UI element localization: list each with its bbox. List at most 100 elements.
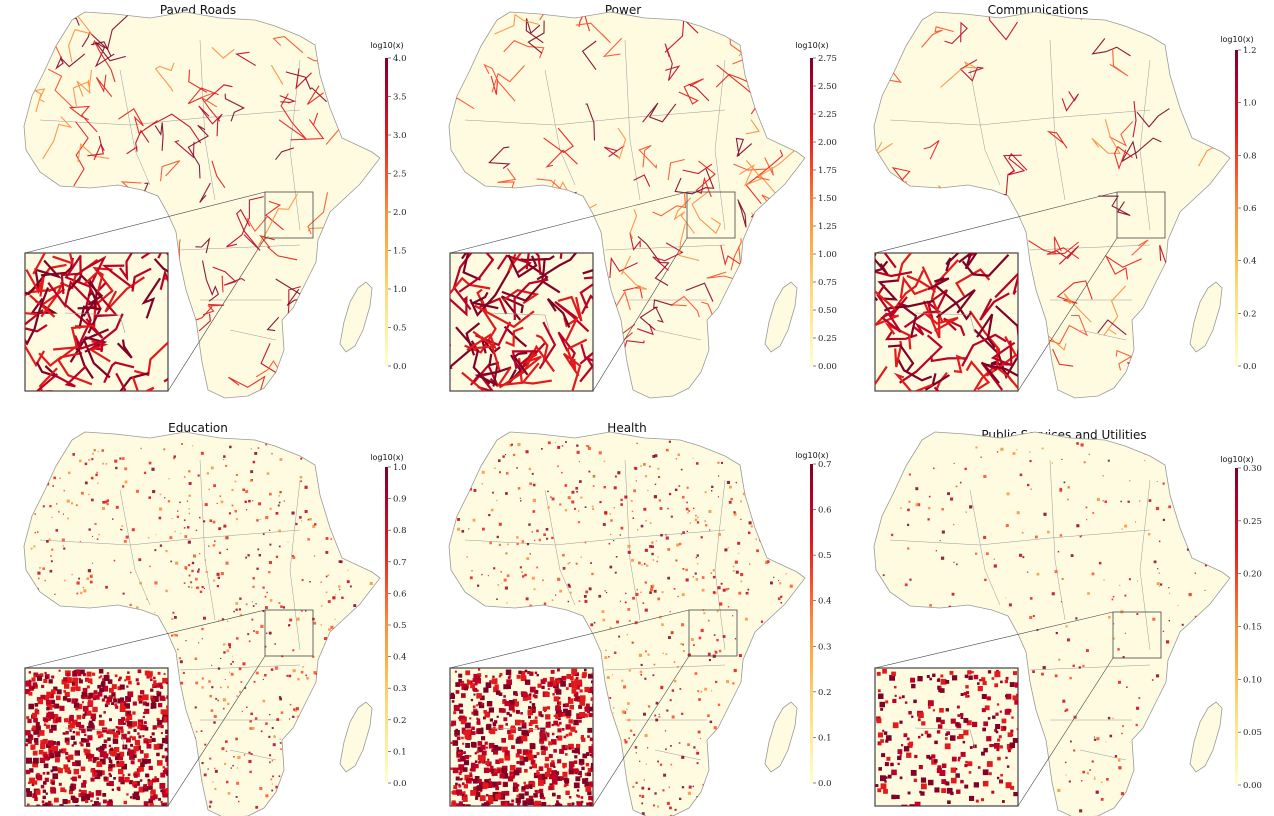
- zoom-connector: [1017, 237, 1118, 392]
- inset-feature-cell: [34, 741, 39, 745]
- feature-cell: [1035, 535, 1038, 539]
- feature-cell: [707, 714, 710, 717]
- feature-cell: [530, 642, 534, 646]
- feature-cell: [727, 606, 730, 608]
- feature-line: [940, 61, 978, 88]
- feature-cell: [624, 601, 627, 604]
- feature-cell: [647, 489, 649, 492]
- feature-cell: [171, 518, 173, 520]
- madagascar-landmass: [339, 281, 373, 353]
- feature-cell: [666, 801, 670, 805]
- feature-cell: [152, 490, 156, 494]
- inset-feature-cell: [81, 728, 86, 734]
- feature-cell: [633, 733, 636, 736]
- inset-feature-cell: [529, 766, 532, 770]
- inset-feature-cell: [72, 776, 77, 782]
- inset-feature-cell: [981, 798, 984, 802]
- inset-feature-cell: [591, 680, 593, 684]
- inset-feature-cell: [464, 733, 470, 739]
- feature-cell: [45, 635, 49, 639]
- feature-cell: [296, 617, 300, 621]
- feature-cell: [1079, 809, 1083, 813]
- country-border: [229, 749, 277, 761]
- feature-line: [739, 160, 763, 187]
- inset-feature-cell: [505, 723, 508, 726]
- feature-line: [603, 145, 625, 159]
- feature-line: [502, 389, 522, 398]
- feature-cell: [500, 611, 503, 614]
- feature-cell: [55, 529, 59, 532]
- inset-feature-cell: [568, 768, 575, 775]
- feature-cell: [154, 581, 158, 585]
- inset-feature-cell: [999, 710, 1002, 713]
- feature-cell: [482, 527, 485, 531]
- feature-cell: [175, 561, 179, 565]
- inset-feature-cell: [897, 762, 900, 765]
- feature-line: [664, 43, 681, 81]
- feature-cell: [609, 565, 613, 569]
- inset-feature-cell: [551, 732, 555, 736]
- feature-cell: [783, 554, 787, 557]
- inset-feature-cell: [541, 685, 545, 689]
- inset-feature-cell: [968, 771, 972, 774]
- inset-feature-cell: [894, 685, 897, 689]
- feature-cell: [692, 457, 694, 459]
- inset-feature-cell: [555, 713, 561, 719]
- feature-cell: [101, 449, 104, 452]
- feature-cell: [472, 632, 475, 635]
- feature-cell: [168, 478, 170, 480]
- inset-feature-cell: [463, 760, 469, 766]
- inset-feature-cell: [165, 755, 168, 761]
- inset-feature-cell: [503, 699, 506, 702]
- feature-line: [629, 232, 641, 251]
- feature-cell: [368, 746, 371, 749]
- feature-cell: [129, 603, 132, 607]
- feature-cell: [299, 476, 303, 479]
- inset-feature-cell: [166, 748, 168, 753]
- feature-line: [483, 63, 516, 102]
- feature-cell: [740, 500, 742, 503]
- feature-cell: [217, 699, 219, 702]
- feature-cell: [627, 544, 631, 548]
- inset-feature-cell: [62, 732, 65, 735]
- inset-feature-cell: [563, 735, 567, 739]
- feature-cell: [184, 566, 188, 569]
- inset-marks: [450, 253, 593, 391]
- inset-feature-cell: [483, 710, 487, 714]
- feature-cell: [214, 769, 218, 773]
- feature-cell: [1012, 452, 1016, 455]
- inset-feature-line: [525, 253, 542, 276]
- inset-feature-cell: [488, 784, 493, 788]
- feature-cell: [253, 680, 256, 683]
- feature-cell: [748, 444, 750, 446]
- feature-cell: [794, 656, 796, 658]
- inset-feature-cell: [1014, 699, 1018, 705]
- feature-cell: [609, 626, 612, 629]
- feature-cell: [357, 611, 359, 613]
- inset-feature-cell: [72, 680, 78, 687]
- inset-feature-line: [511, 350, 538, 370]
- inset-feature-cell: [68, 716, 74, 722]
- feature-cell: [567, 583, 571, 587]
- feature-cell: [490, 812, 494, 816]
- feature-line: [33, 88, 46, 113]
- feature-cell: [1129, 480, 1131, 482]
- feature-cell: [682, 568, 685, 570]
- inset-feature-cell: [37, 674, 41, 678]
- inset-feature-cell: [963, 730, 969, 736]
- feature-cell: [1027, 483, 1030, 487]
- feature-cell: [42, 505, 45, 508]
- inset-feature-cell: [928, 779, 934, 786]
- feature-cell: [509, 444, 513, 447]
- inset-feature-cell: [469, 774, 473, 777]
- inset-feature-cell: [166, 805, 168, 806]
- feature-cell: [208, 805, 212, 808]
- inset-feature-line: [53, 365, 87, 388]
- inset-feature-cell: [928, 706, 931, 709]
- inset-feature-cell: [524, 791, 529, 796]
- inset-feature-cell: [62, 696, 68, 701]
- feature-cell: [567, 600, 570, 603]
- inset-feature-cell: [44, 671, 47, 675]
- feature-cell: [339, 452, 341, 454]
- inset-feature-cell: [965, 691, 970, 695]
